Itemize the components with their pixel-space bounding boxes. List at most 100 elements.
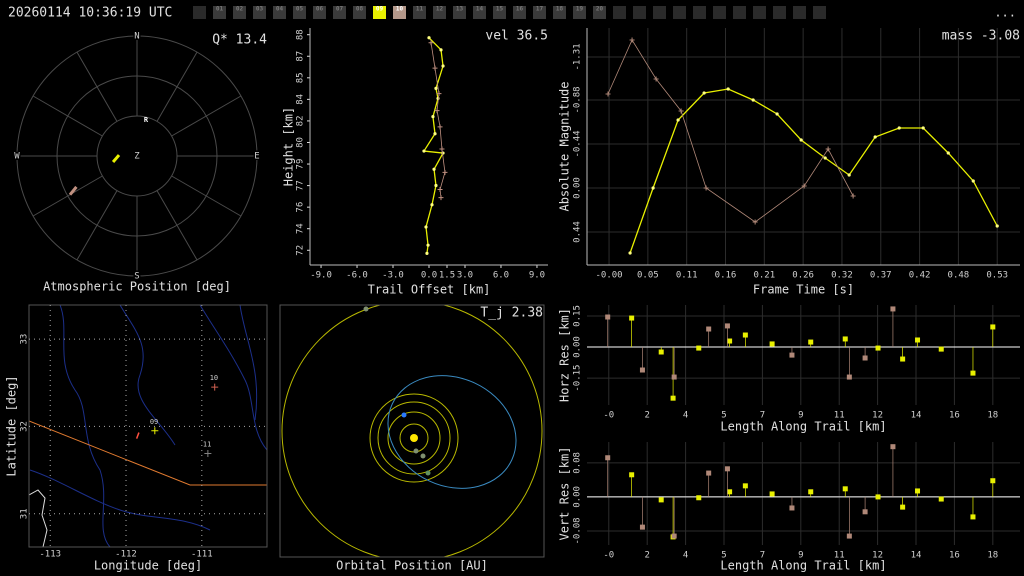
annotation: T_j 2.38 <box>480 306 543 321</box>
y-tick-label: 80 <box>296 137 306 148</box>
station-button[interactable] <box>393 6 406 19</box>
point <box>862 355 868 361</box>
point <box>651 186 655 190</box>
point <box>437 186 443 192</box>
station-button[interactable] <box>413 6 426 19</box>
y-tick-label: 0.08 <box>573 452 583 474</box>
axis-title: Absolute Magnitude <box>558 81 572 211</box>
x-tick-label: 0.21 <box>753 271 775 281</box>
station-slot <box>773 6 786 19</box>
point <box>427 36 431 40</box>
station-button[interactable] <box>353 6 366 19</box>
station-slot <box>713 6 726 19</box>
station-button[interactable] <box>433 6 446 19</box>
station-button[interactable] <box>293 6 306 19</box>
y-tick-label: 0.00 <box>573 177 583 199</box>
station-label: 09 <box>150 418 158 426</box>
point <box>842 486 848 492</box>
station-button[interactable] <box>373 6 386 19</box>
axis-title: Height [km] <box>282 107 296 186</box>
point <box>850 193 856 199</box>
point <box>424 225 428 229</box>
station-button[interactable] <box>493 6 506 19</box>
point <box>995 224 999 228</box>
point <box>890 306 896 312</box>
point <box>990 478 996 484</box>
point <box>658 497 664 503</box>
point <box>702 91 706 95</box>
station-label: 10 <box>396 6 404 13</box>
track <box>68 185 78 196</box>
station-label: 20 <box>596 6 604 13</box>
station-slot <box>633 6 646 19</box>
x-tick-label: 11 <box>834 411 845 421</box>
station-button[interactable] <box>273 6 286 19</box>
x-tick-label: 2 <box>644 551 649 561</box>
x-tick-label: -0 <box>603 551 614 561</box>
y-tick-label: -1.31 <box>573 43 583 70</box>
axis-title: Orbital Position [AU] <box>336 559 488 573</box>
polar-spoke <box>156 51 198 122</box>
x-tick-label: 0.11 <box>676 271 698 281</box>
y-tick-label: 74 <box>296 223 306 234</box>
point <box>724 323 730 329</box>
y-tick-label: 79 <box>296 159 306 170</box>
station-button[interactable] <box>313 6 326 19</box>
polar-spoke <box>171 95 242 137</box>
point <box>676 118 680 122</box>
menu-button[interactable]: ... <box>994 6 1016 20</box>
point <box>432 65 438 71</box>
station-label: 13 <box>456 6 464 13</box>
x-tick-label: 5 <box>721 411 726 421</box>
radiant-label: R <box>144 116 149 124</box>
x-tick-label: 18 <box>987 411 998 421</box>
x-tick-label: 0.16 <box>715 271 737 281</box>
point <box>752 219 758 225</box>
station-button[interactable] <box>233 6 246 19</box>
point <box>639 524 645 530</box>
point <box>921 126 925 130</box>
station-button[interactable] <box>473 6 486 19</box>
point <box>639 367 645 373</box>
station-label: 09 <box>376 6 384 13</box>
station-label: 11 <box>416 6 424 13</box>
point <box>751 98 755 102</box>
x-tick-label: 4 <box>683 411 688 421</box>
y-tick-label: 76 <box>296 202 306 213</box>
x-tick-label: -6.0 <box>346 271 368 281</box>
point <box>990 324 996 330</box>
x-tick-label: 12 <box>872 411 883 421</box>
y-tick-label: 32 <box>20 421 30 432</box>
x-tick-label: -3.0 <box>382 271 404 281</box>
point <box>629 37 635 43</box>
map-layers <box>29 305 267 547</box>
point <box>605 91 611 97</box>
point <box>653 76 659 82</box>
point <box>658 349 664 355</box>
station-button[interactable] <box>513 6 526 19</box>
station-marker <box>211 383 219 391</box>
station-button[interactable] <box>533 6 546 19</box>
x-tick-label: 0.05 <box>637 271 659 281</box>
station-button[interactable] <box>453 6 466 19</box>
x-tick-label: 5 <box>721 551 726 561</box>
station-button[interactable] <box>253 6 266 19</box>
station-slot <box>793 6 806 19</box>
point <box>801 183 807 189</box>
station-button[interactable] <box>573 6 586 19</box>
compass-label: S <box>134 272 139 282</box>
point <box>727 338 733 344</box>
y-tick-label: 31 <box>20 508 30 519</box>
station-button[interactable] <box>553 6 566 19</box>
point <box>678 108 684 114</box>
x-tick-label: -112 <box>115 550 137 560</box>
x-tick-label: 18 <box>987 551 998 561</box>
point <box>696 495 702 501</box>
point <box>428 40 434 46</box>
station-button[interactable] <box>593 6 606 19</box>
station-button[interactable] <box>333 6 346 19</box>
point <box>724 466 730 472</box>
station-button[interactable] <box>213 6 226 19</box>
point <box>789 505 795 511</box>
station-label: 05 <box>296 6 304 13</box>
